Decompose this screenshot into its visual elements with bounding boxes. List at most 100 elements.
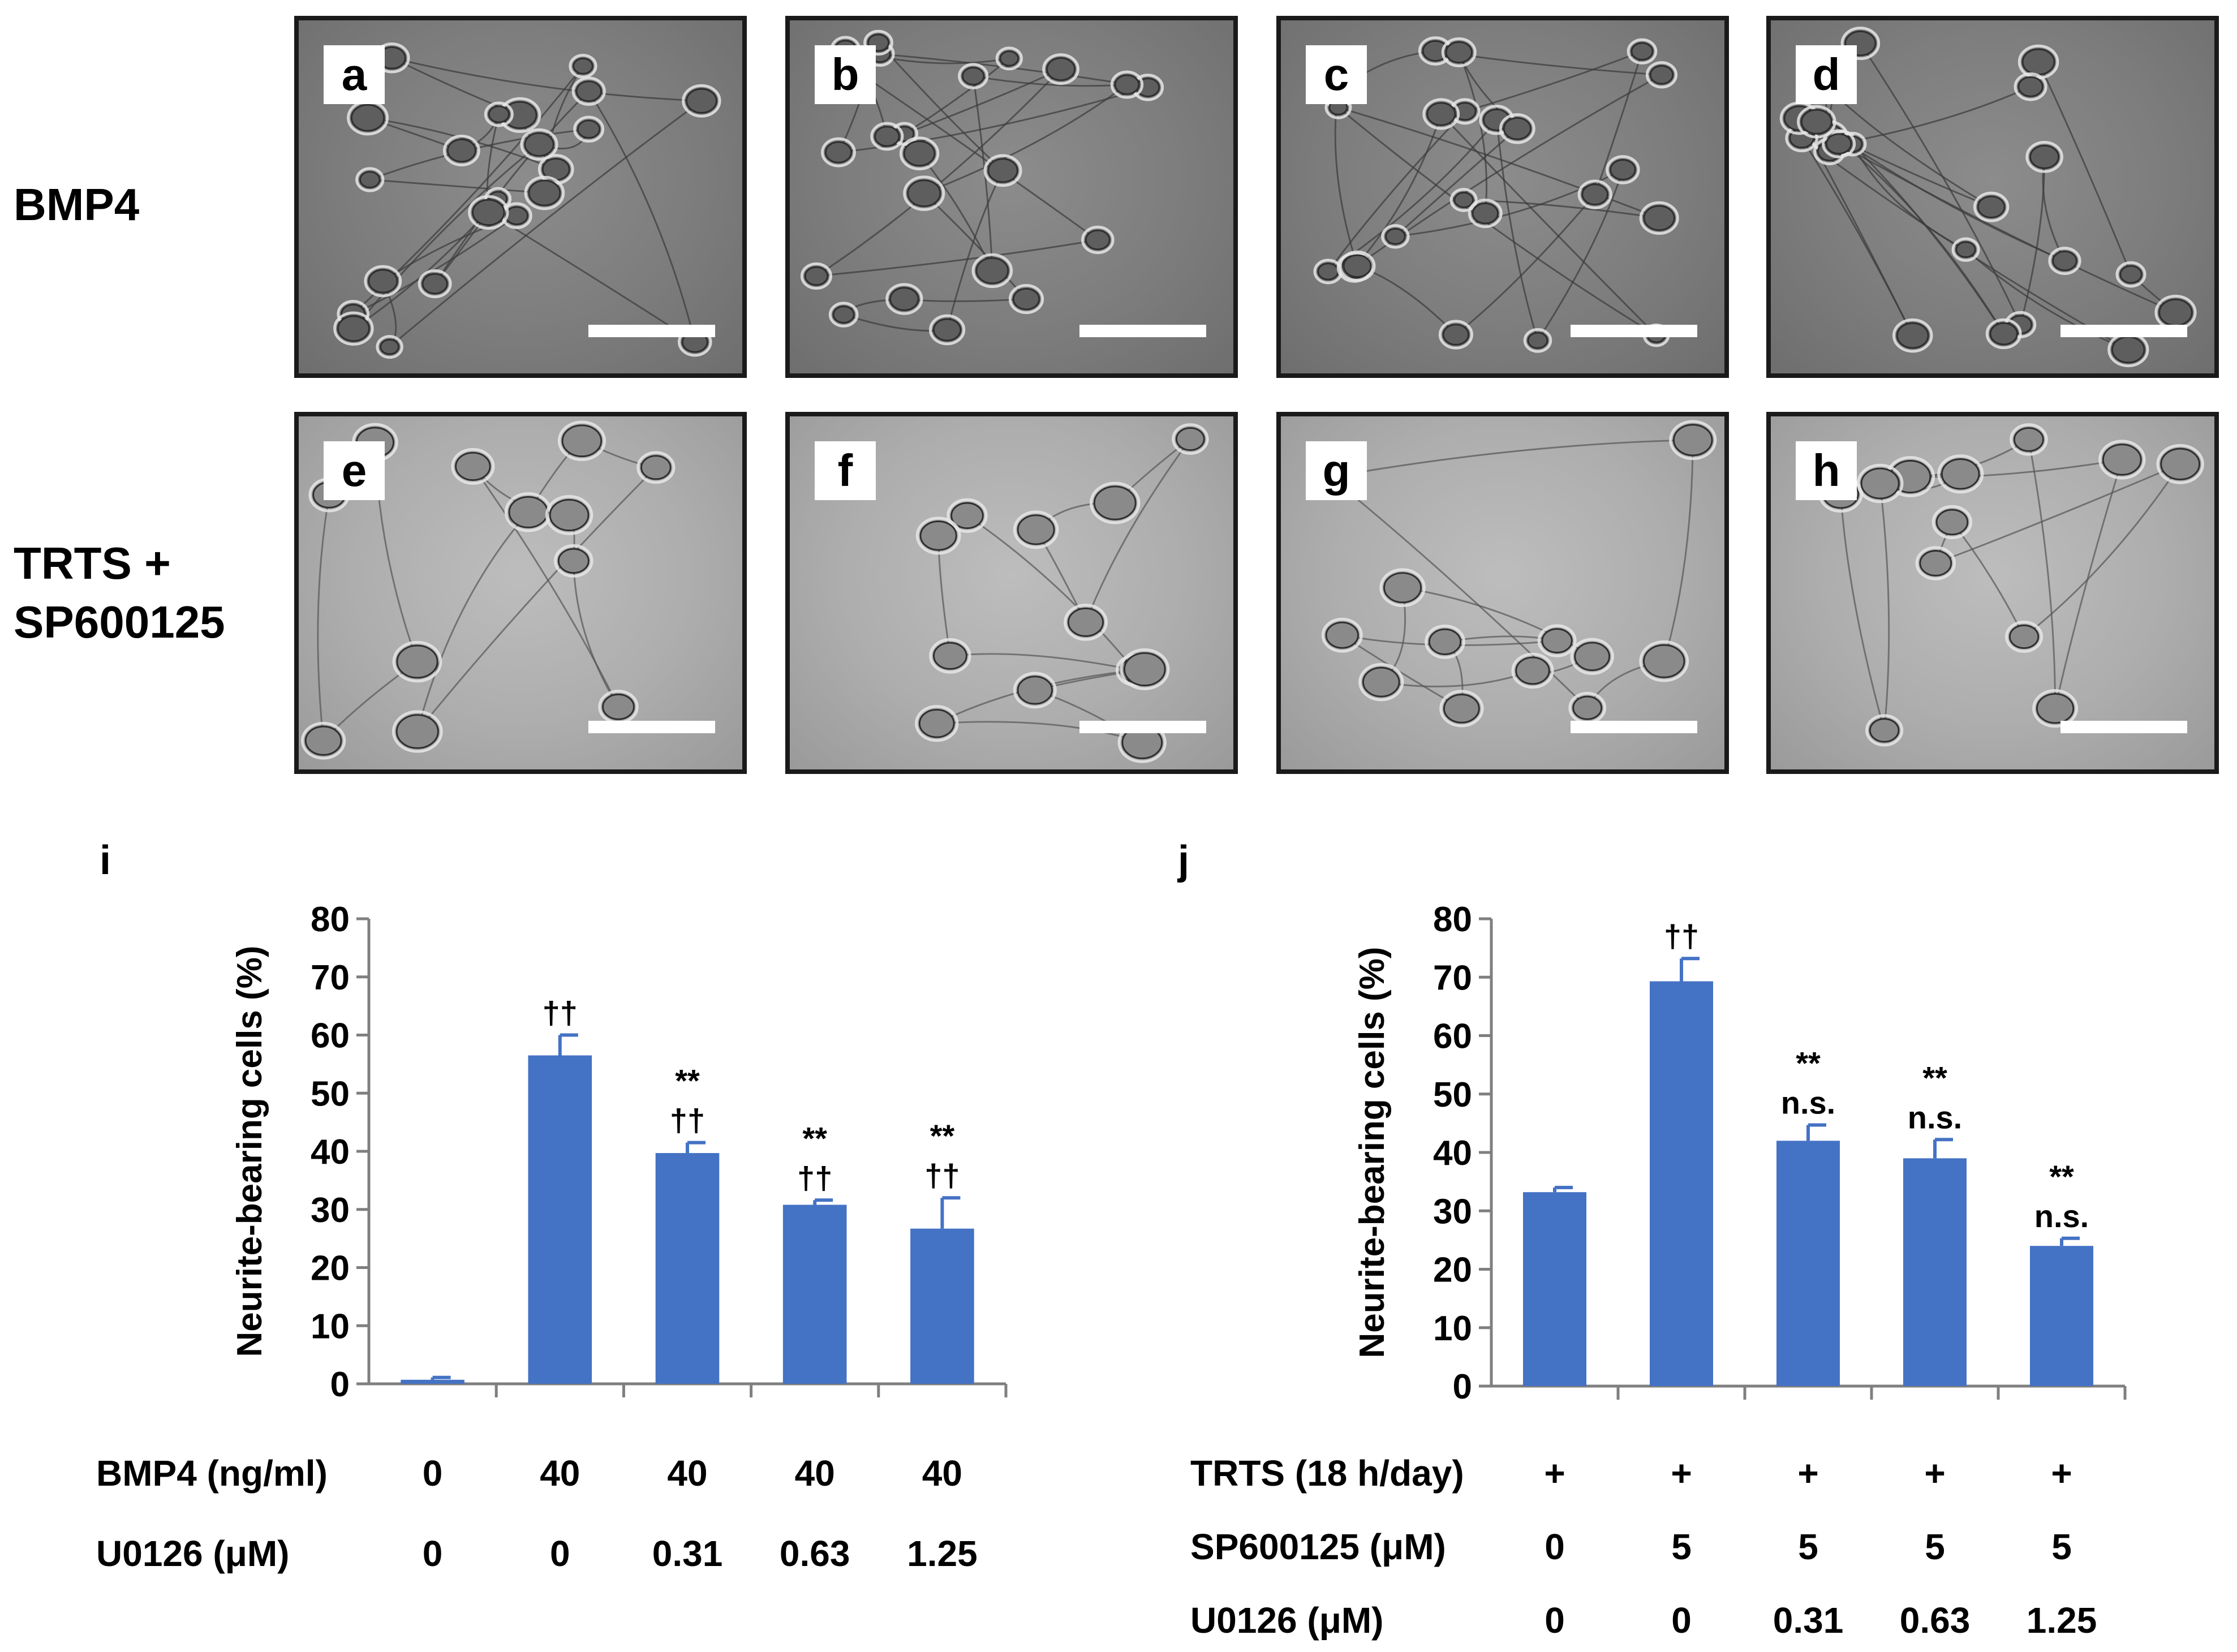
significance-label: †† (1664, 918, 1699, 954)
significance-label: †† (670, 1103, 705, 1138)
significance-label: n.s. (2034, 1198, 2089, 1234)
condition-value: 0 (550, 1533, 570, 1574)
micrograph-letter: d (1796, 45, 1857, 104)
scale-bar (588, 325, 715, 337)
cell-texture (1313, 36, 1679, 353)
significance-label: †† (543, 995, 578, 1031)
condition-value: + (1924, 1453, 1946, 1494)
y-tick-label: 30 (1433, 1192, 1472, 1231)
micrograph-letter: a (324, 45, 385, 104)
y-tick-label: 40 (1433, 1134, 1472, 1173)
row-label-trts-sp600125: TRTS + SP600125 (14, 538, 225, 647)
condition-value: 0 (422, 1533, 443, 1574)
cell-texture (915, 423, 1209, 763)
micrograph-f: f (785, 412, 1238, 774)
chart-i-panel-label: i (100, 838, 111, 883)
row-label-bmp4: BMP4 (14, 179, 140, 230)
condition-value: 5 (2051, 1526, 2072, 1567)
condition-value: 40 (922, 1453, 962, 1494)
significance-label: ** (930, 1118, 955, 1154)
y-tick-label: 0 (330, 1365, 350, 1404)
condition-value: 5 (1798, 1526, 1818, 1567)
scale-bar (2060, 325, 2187, 337)
micrograph-e: e (294, 412, 747, 774)
micrograph-letter: f (815, 441, 876, 500)
micrograph-letter: b (815, 45, 876, 104)
y-tick-label: 80 (1433, 900, 1472, 939)
condition-value: 40 (794, 1453, 835, 1494)
scale-bar (1079, 325, 1206, 337)
scale-bar (588, 721, 715, 733)
y-tick-label: 60 (1433, 1017, 1472, 1056)
y-tick-label: 70 (1433, 958, 1472, 997)
significance-label: n.s. (1908, 1099, 1962, 1135)
condition-value: 0.63 (779, 1533, 850, 1574)
condition-value: 40 (540, 1453, 580, 1494)
bar (1776, 1141, 1840, 1386)
cell-texture (333, 42, 721, 359)
y-axis-label: Neurite-bearing cells (%) (230, 946, 269, 1357)
y-tick-label: 50 (1433, 1075, 1472, 1115)
significance-label: ** (675, 1063, 700, 1099)
bar (401, 1379, 464, 1384)
condition-value: 40 (667, 1453, 708, 1494)
scale-bar (1571, 721, 1697, 733)
micrograph-g: g (1276, 412, 1729, 774)
condition-row-name: U0126 (μM) (96, 1533, 290, 1574)
condition-row-name: BMP4 (ng/ml) (96, 1453, 328, 1494)
micrograph-h: h (1766, 412, 2219, 774)
micrograph-letter: c (1306, 45, 1367, 104)
y-tick-label: 20 (1433, 1251, 1472, 1290)
y-tick-label: 40 (311, 1133, 350, 1172)
scale-bar (1079, 721, 1206, 733)
significance-label: †† (797, 1160, 832, 1195)
condition-value: 0 (1545, 1600, 1565, 1641)
y-tick-label: 60 (311, 1017, 350, 1056)
condition-value: 1.25 (2026, 1600, 2097, 1641)
cell-texture (1818, 423, 2204, 747)
condition-value: 0.63 (1899, 1600, 1971, 1641)
scale-bar (2060, 721, 2187, 733)
y-tick-label: 80 (311, 900, 350, 939)
significance-label: ** (2049, 1159, 2074, 1194)
y-tick-label: 70 (311, 958, 350, 997)
y-tick-label: 0 (1453, 1367, 1472, 1406)
condition-value: + (1671, 1453, 1692, 1494)
micrograph-c: c (1276, 16, 1729, 378)
micrograph-b: b (785, 16, 1238, 378)
condition-value: 0 (422, 1453, 443, 1494)
cell-texture (300, 420, 676, 760)
condition-row-name: TRTS (18 h/day) (1190, 1453, 1464, 1494)
bar (910, 1228, 974, 1384)
bar (1523, 1192, 1586, 1386)
scale-bar (1571, 325, 1697, 337)
chart-j-panel-label: j (1178, 838, 1190, 883)
significance-label: †† (924, 1158, 960, 1193)
condition-row-name: U0126 (μM) (1190, 1600, 1384, 1641)
y-tick-label: 10 (1433, 1309, 1472, 1348)
micrograph-d: d (1766, 16, 2219, 378)
micrograph-letter: g (1306, 441, 1367, 500)
micrograph-letter: h (1796, 441, 1857, 500)
y-tick-label: 30 (311, 1191, 350, 1230)
micrograph-a: a (294, 16, 747, 378)
bar (1650, 981, 1713, 1386)
condition-value: 1.25 (907, 1533, 978, 1574)
condition-row-name: SP600125 (μM) (1190, 1526, 1446, 1567)
condition-value: 0 (1545, 1526, 1565, 1567)
condition-value: 0.31 (1773, 1600, 1844, 1641)
condition-value: + (1544, 1453, 1565, 1494)
significance-label: ** (802, 1120, 827, 1156)
significance-label: ** (1796, 1045, 1821, 1081)
significance-label: n.s. (1781, 1085, 1835, 1120)
y-tick-label: 50 (311, 1074, 350, 1113)
bar (1903, 1158, 1967, 1386)
bar (2030, 1246, 2093, 1386)
condition-value: 0 (1671, 1600, 1692, 1641)
y-axis-label: Neurite-bearing cells (%) (1353, 947, 1392, 1358)
condition-value: 5 (1925, 1526, 1945, 1567)
condition-value: + (1797, 1453, 1819, 1494)
bar (655, 1153, 720, 1384)
